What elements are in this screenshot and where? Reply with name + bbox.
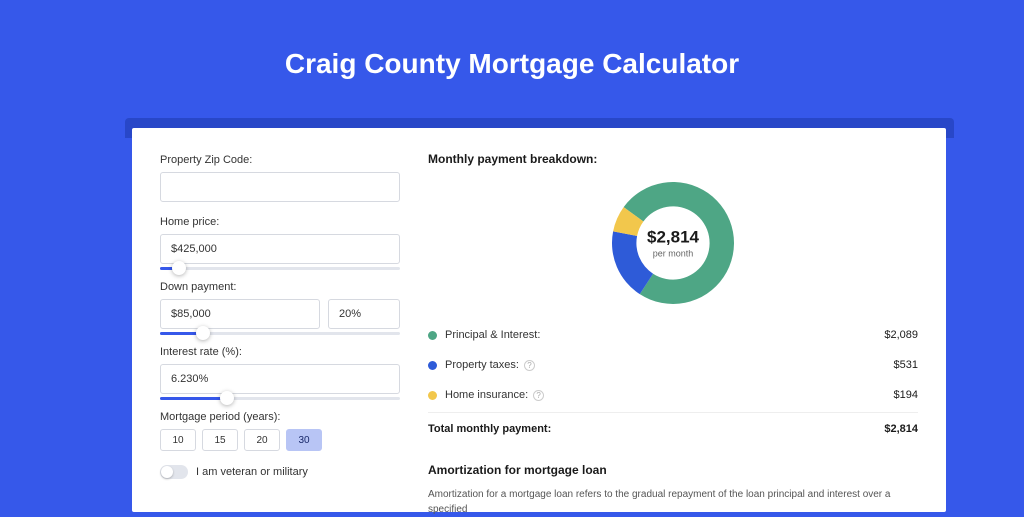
period-option-30[interactable]: 30	[286, 429, 322, 451]
down-payment-label: Down payment:	[160, 281, 400, 293]
legend-dot-2	[428, 391, 437, 400]
form-column: Property Zip Code: Home price: Down paym…	[160, 152, 400, 512]
legend-amount-0: $2,089	[884, 329, 918, 341]
period-option-10[interactable]: 10	[160, 429, 196, 451]
legend-amount-1: $531	[894, 359, 918, 371]
legend-row-0: Principal & Interest: $2,089	[428, 320, 918, 350]
interest-slider-fill	[160, 397, 227, 400]
legend-amount-2: $194	[894, 389, 918, 401]
legend-dot-1	[428, 361, 437, 370]
down-payment-amount-input[interactable]	[160, 299, 320, 329]
legend-row-2: Home insurance:? $194	[428, 380, 918, 410]
home-price-input[interactable]	[160, 234, 400, 264]
amortization-title: Amortization for mortgage loan	[428, 463, 918, 477]
legend-total-label: Total monthly payment:	[428, 423, 551, 435]
legend-dot-0	[428, 331, 437, 340]
donut-chart: $2,814 per month	[612, 182, 734, 304]
down-payment-slider-thumb[interactable]	[196, 326, 210, 340]
veteran-row: I am veteran or military	[160, 465, 400, 479]
donut-total-sub: per month	[647, 249, 699, 259]
period-option-15[interactable]: 15	[202, 429, 238, 451]
donut-chart-area: $2,814 per month	[428, 178, 918, 320]
veteran-toggle-knob	[161, 466, 173, 478]
home-price-label: Home price:	[160, 216, 400, 228]
help-icon[interactable]: ?	[533, 390, 544, 401]
zip-input[interactable]	[160, 172, 400, 202]
breakdown-title: Monthly payment breakdown:	[428, 152, 918, 166]
legend-row-1: Property taxes:? $531	[428, 350, 918, 380]
zip-label: Property Zip Code:	[160, 154, 400, 166]
calculator-card: Property Zip Code: Home price: Down paym…	[132, 128, 946, 512]
veteran-toggle[interactable]	[160, 465, 188, 479]
help-icon[interactable]: ?	[524, 360, 535, 371]
breakdown-column: Monthly payment breakdown: $2,814 per mo…	[428, 152, 918, 512]
page-title: Craig County Mortgage Calculator	[0, 0, 1024, 100]
legend-list: Principal & Interest: $2,089 Property taxe…	[428, 320, 918, 410]
interest-slider[interactable]	[160, 393, 400, 407]
legend-label-1: Property taxes:	[445, 359, 519, 371]
donut-total-value: $2,814	[647, 228, 699, 248]
veteran-label: I am veteran or military	[196, 466, 308, 478]
home-price-slider[interactable]	[160, 263, 400, 277]
home-price-slider-thumb[interactable]	[172, 261, 186, 275]
down-payment-slider[interactable]	[160, 328, 400, 342]
down-payment-percent-input[interactable]	[328, 299, 400, 329]
legend-label-0: Principal & Interest:	[445, 329, 540, 341]
legend-total-amount: $2,814	[884, 423, 918, 435]
period-option-20[interactable]: 20	[244, 429, 280, 451]
interest-label: Interest rate (%):	[160, 346, 400, 358]
period-options: 10 15 20 30	[160, 429, 400, 451]
interest-input[interactable]	[160, 364, 400, 394]
down-payment-row	[160, 299, 400, 329]
period-label: Mortgage period (years):	[160, 411, 400, 423]
legend-total-row: Total monthly payment: $2,814	[428, 412, 918, 449]
legend-label-2: Home insurance:	[445, 389, 528, 401]
donut-center: $2,814 per month	[647, 228, 699, 259]
amortization-text: Amortization for a mortgage loan refers …	[428, 487, 918, 517]
interest-slider-thumb[interactable]	[220, 391, 234, 405]
